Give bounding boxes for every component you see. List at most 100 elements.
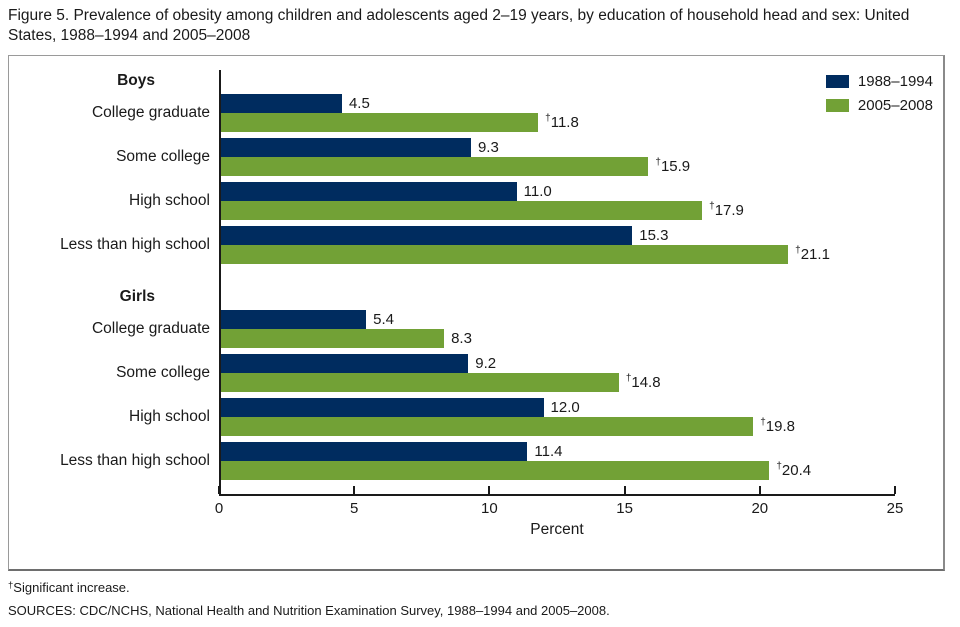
dagger-icon: † [625, 372, 632, 384]
value-label: †20.4 [776, 460, 812, 479]
category-row: Some college 9.3 †15.9 [9, 137, 943, 176]
bar-line: †21.1 [221, 244, 893, 264]
x-axis-tick-label: 25 [886, 499, 904, 517]
bar-line: 9.3 [221, 137, 893, 157]
legend-swatch-1988-1994-icon [825, 74, 849, 88]
category-label: Some college [116, 364, 210, 382]
category-row: Less than high school 15.3 †21.1 [9, 225, 943, 264]
dagger-icon: † [709, 200, 715, 212]
category-row: High school 12.0 †19.8 [9, 397, 943, 436]
bar-line: †14.8 [221, 372, 893, 392]
bar-pair: 15.3 †21.1 [219, 225, 893, 264]
bar-1988-1994 [221, 309, 367, 329]
bar-line: 11.0 [221, 181, 893, 201]
category-label: College graduate [91, 104, 210, 122]
bar-pair: 11.4 †20.4 [219, 441, 893, 480]
bar-2005-2008 [221, 244, 789, 264]
bar-line: 9.2 [221, 353, 893, 373]
bar-1988-1994 [221, 353, 469, 373]
bar-1988-1994 [221, 397, 544, 417]
x-axis-tick [894, 485, 896, 494]
x-axis-tick [353, 485, 356, 494]
value-label: 4.5 [348, 94, 370, 112]
x-axis-tick-label: 10 [481, 499, 498, 517]
bar-1988-1994 [221, 137, 471, 157]
legend-item-1988-1994: 1988–1994 [825, 72, 933, 90]
x-axis-tick [758, 485, 761, 494]
bar-line: 11.4 [221, 441, 893, 461]
x-axis-line [219, 493, 895, 496]
bar-2005-2008 [221, 372, 619, 392]
category-label: Less than high school [60, 236, 210, 254]
footnote-sources: SOURCES: CDC/NCHS, National Health and N… [8, 602, 610, 618]
dagger-icon: † [8, 579, 14, 591]
x-axis-tick-label: 5 [350, 499, 359, 517]
value-label: †14.8 [625, 372, 661, 391]
footnotes: †Significant increase. SOURCES: CDC/NCHS… [8, 580, 960, 618]
dagger-icon: † [760, 416, 766, 428]
bar-2005-2008 [221, 416, 754, 436]
category-label: Less than high school [60, 452, 210, 470]
bar-line: 5.4 [221, 309, 893, 329]
x-axis-tick [488, 485, 491, 494]
group-header-girls: Girls [119, 287, 155, 305]
bar-line: †19.8 [221, 416, 893, 436]
x-axis-title: Percent [530, 520, 584, 538]
bar-line: 8.3 [221, 328, 893, 348]
legend-item-2005-2008: 2005–2008 [825, 97, 933, 114]
group-header-boys: Boys [117, 71, 155, 89]
group-spacer [9, 270, 943, 286]
category-row: High school 11.0 †17.9 [9, 181, 943, 220]
category-row: College graduate 4.5 †11.8 [9, 93, 943, 132]
bar-pair: 4.5 †11.8 [219, 93, 893, 132]
bar-pair: 11.0 †17.9 [219, 181, 893, 220]
value-label: 11.0 [523, 182, 552, 200]
x-axis-tick [623, 485, 626, 494]
bar-line: †15.9 [221, 156, 893, 176]
value-label: 8.3 [451, 329, 472, 347]
value-label: 9.3 [477, 138, 499, 156]
category-row: College graduate 5.4 8.3 [9, 309, 943, 348]
legend-label-1988-1994: 1988–1994 [857, 72, 933, 90]
bar-line: 12.0 [221, 397, 893, 417]
bar-line: 4.5 [221, 93, 893, 113]
bar-2005-2008 [221, 328, 445, 348]
legend: 1988–1994 2005–2008 [825, 72, 933, 121]
category-label: College graduate [91, 320, 210, 338]
value-label: 12.0 [550, 398, 580, 416]
category-label: High school [129, 192, 210, 210]
dagger-icon: † [776, 460, 782, 472]
category-label: High school [129, 408, 210, 426]
value-label: †15.9 [655, 156, 691, 175]
bar-pair: 9.2 †14.8 [219, 353, 893, 392]
value-label: 5.4 [373, 310, 394, 328]
dagger-icon: † [545, 112, 551, 124]
bar-1988-1994 [221, 93, 342, 113]
value-label: 11.4 [534, 442, 563, 460]
bar-1988-1994 [221, 441, 528, 461]
value-label: 9.2 [475, 354, 497, 372]
y-axis-line [219, 69, 221, 496]
value-label: 15.3 [639, 226, 669, 244]
dagger-icon: † [655, 156, 661, 168]
value-label: †21.1 [795, 244, 830, 263]
bar-line: †17.9 [221, 200, 893, 220]
category-row: Some college 9.2 †14.8 [9, 353, 943, 392]
bar-line: †20.4 [221, 460, 893, 480]
bar-line: †11.8 [221, 112, 893, 132]
x-axis [218, 485, 896, 496]
bar-2005-2008 [221, 112, 539, 132]
figure-title: Figure 5. Prevalence of obesity among ch… [8, 7, 910, 45]
bar-2005-2008 [221, 156, 649, 176]
value-label: †17.9 [709, 200, 744, 219]
bar-1988-1994 [221, 181, 517, 201]
x-axis-tick-label: 0 [214, 499, 224, 517]
bar-pair: 12.0 †19.8 [219, 397, 893, 436]
legend-swatch-2005-2008-icon [825, 98, 849, 112]
x-axis-tick [218, 485, 220, 494]
bar-2005-2008 [221, 200, 703, 220]
x-axis-tick-labels: 0 5 10 15 20 25 [215, 496, 904, 518]
dagger-icon: † [795, 244, 801, 256]
bar-pair: 5.4 8.3 [219, 309, 893, 348]
bar-1988-1994 [221, 225, 633, 245]
